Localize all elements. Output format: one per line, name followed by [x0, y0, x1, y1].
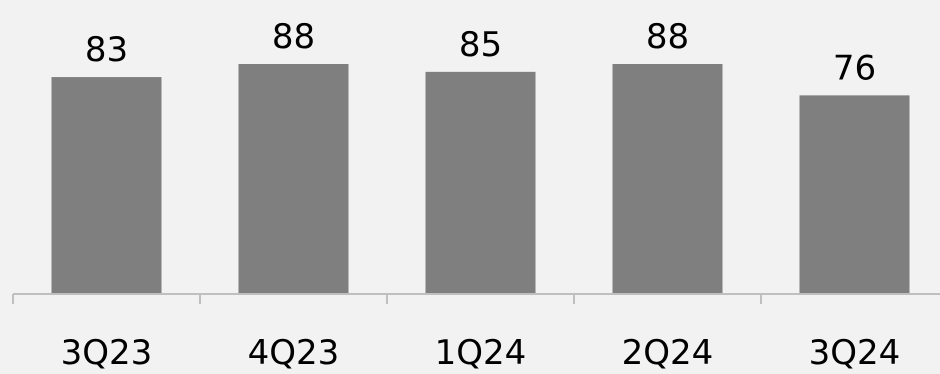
bar-3q23 — [51, 77, 162, 295]
x-tick-label-3q23: 3Q23 — [61, 333, 153, 373]
x-tick-labels-layer: 3Q23 4Q23 1Q24 2Q24 3Q24 — [61, 333, 901, 373]
data-label-3q23: 83 — [85, 30, 128, 70]
data-label-4q23: 88 — [272, 17, 315, 57]
x-tick-label-2q24: 2Q24 — [622, 333, 714, 373]
data-label-3q24: 76 — [833, 48, 876, 88]
x-tick-label-1q24: 1Q24 — [435, 333, 527, 373]
x-tick-label-3q24: 3Q24 — [809, 333, 901, 373]
data-labels-layer: 83 88 85 88 76 — [85, 17, 876, 88]
bar-3q24 — [799, 95, 910, 294]
bar-1q24 — [425, 71, 536, 294]
data-label-2q24: 88 — [646, 17, 689, 57]
bar-2q24 — [612, 64, 723, 294]
bar-4q23 — [238, 64, 349, 294]
x-axis — [12, 293, 940, 304]
data-label-1q24: 85 — [459, 25, 502, 65]
x-tick-label-4q23: 4Q23 — [248, 333, 340, 373]
bars-layer — [51, 64, 910, 295]
